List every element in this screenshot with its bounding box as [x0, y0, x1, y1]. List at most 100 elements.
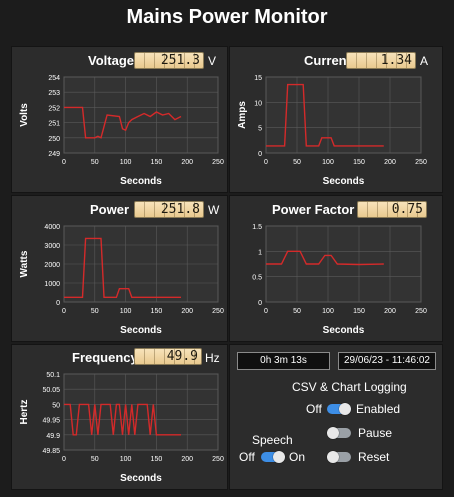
pause-toggle-knob [327, 427, 339, 439]
logging-title: CSV & Chart Logging [292, 380, 407, 394]
y-axis-label: Amps [237, 101, 248, 129]
voltage-panel: Voltage 251.3 V 249 250 251 252 253 254 0 50 100… [11, 46, 228, 193]
power-factor-panel: Power Factor 0.75 0 0.5 1 1.5 0 50 100 150 200 25… [229, 195, 443, 342]
y-tick-label: 50 [52, 402, 60, 409]
x-tick-label: 150 [151, 456, 163, 463]
current-title: Current [304, 53, 351, 68]
x-tick-label: 100 [322, 308, 334, 315]
x-tick-label: 50 [91, 159, 99, 166]
x-tick-label: 200 [384, 308, 396, 315]
frequency-panel: Frequency 49.9 Hz 49.85 49.9 49.95 50 50.05 5… [11, 344, 228, 490]
y-tick-label: 50.1 [46, 372, 60, 379]
y-tick-label: 15 [254, 75, 262, 82]
x-axis-label: Seconds [120, 176, 162, 187]
frequency-title: Frequency [72, 350, 138, 365]
logging-toggle-knob [339, 403, 351, 415]
speech-toggle[interactable] [261, 451, 285, 463]
y-axis-label: Volts [19, 103, 30, 127]
y-tick-label: 50.05 [42, 387, 60, 394]
x-axis-label: Seconds [323, 325, 365, 336]
pause-label: Pause [358, 426, 393, 440]
power-title: Power [90, 202, 130, 217]
x-tick-label: 200 [181, 456, 193, 463]
y-tick-label: 1.5 [252, 224, 262, 231]
x-tick-label: 250 [212, 456, 224, 463]
voltage-chart: 249 250 251 252 253 254 0 50 100 150 200 250 Seconds… [19, 75, 224, 187]
power-factor-chart: 0 0.5 1 1.5 0 50 100 150 200 250 Seconds [252, 224, 427, 336]
x-tick-label: 0 [62, 308, 66, 315]
pause-toggle[interactable] [327, 427, 351, 439]
plot-area [265, 76, 422, 154]
x-tick-label: 250 [212, 308, 224, 315]
x-tick-label: 50 [293, 159, 301, 166]
y-tick-label: 49.85 [42, 448, 60, 455]
power-factor-reading: 0.75 [357, 201, 427, 218]
y-tick-label: 1000 [44, 281, 60, 288]
series-line [266, 250, 384, 266]
x-tick-label: 200 [181, 308, 193, 315]
y-axis-label: Hertz [19, 399, 30, 424]
x-tick-label: 0 [264, 308, 268, 315]
x-tick-label: 100 [120, 159, 132, 166]
voltage-title: Voltage [88, 53, 134, 68]
voltage-reading: 251.3 [134, 52, 204, 69]
speech-title: Speech [252, 433, 293, 447]
frequency-chart: 49.85 49.9 49.95 50 50.05 50.1 0 50 100 150 200 250… [19, 372, 224, 484]
y-tick-label: 49.9 [46, 433, 60, 440]
reset-toggle[interactable] [327, 451, 351, 463]
status-panel: 0h 3m 13s 29/06/23 - 11:46:02 CSV & Char… [229, 344, 443, 490]
speech-off-label: Off [239, 450, 255, 464]
y-tick-label: 254 [48, 75, 60, 82]
x-axis-label: Seconds [120, 473, 162, 484]
x-tick-label: 200 [384, 159, 396, 166]
x-tick-label: 200 [181, 159, 193, 166]
reset-label: Reset [358, 450, 390, 464]
x-axis-label: Seconds [120, 325, 162, 336]
series-line [64, 237, 181, 299]
power-panel: Power 251.8 W 0 1000 2000 3000 4000 0 50 100 150… [11, 195, 228, 342]
x-tick-label: 100 [322, 159, 334, 166]
y-axis-label: Watts [19, 250, 30, 277]
series-line [266, 83, 384, 147]
reset-toggle-knob [327, 451, 339, 463]
y-tick-label: 250 [48, 136, 60, 143]
y-tick-label: 0.5 [252, 275, 262, 282]
x-tick-label: 250 [415, 159, 427, 166]
y-tick-label: 5 [258, 126, 262, 133]
speech-toggle-knob [273, 451, 285, 463]
frequency-reading: 49.9 [134, 348, 202, 365]
power-chart: 0 1000 2000 3000 4000 0 50 100 150 200 250 Seconds W… [19, 224, 224, 336]
logging-toggle[interactable] [327, 403, 351, 415]
power-reading: 251.8 [134, 201, 204, 218]
x-axis-label: Seconds [323, 176, 365, 187]
plot-area [63, 373, 219, 451]
series-line [64, 106, 182, 139]
voltage-unit: V [208, 54, 217, 68]
x-tick-label: 100 [120, 308, 132, 315]
series-line [64, 403, 181, 436]
current-unit: A [420, 54, 429, 68]
elapsed-time: 0h 3m 13s [237, 352, 330, 370]
date-time: 29/06/23 - 11:46:02 [338, 352, 436, 370]
y-tick-label: 1 [258, 249, 262, 256]
app-title: Mains Power Monitor [126, 6, 328, 28]
frequency-unit: Hz [205, 351, 220, 365]
logging-enabled-label: Enabled [356, 402, 401, 416]
x-tick-label: 0 [264, 159, 268, 166]
y-tick-label: 0 [258, 300, 262, 307]
x-tick-label: 50 [91, 308, 99, 315]
y-tick-label: 249 [48, 151, 60, 158]
x-tick-label: 0 [62, 456, 66, 463]
x-tick-label: 150 [353, 159, 365, 166]
x-tick-label: 100 [120, 456, 132, 463]
y-tick-label: 0 [258, 151, 262, 158]
logging-off-label: Off [306, 402, 322, 416]
x-tick-label: 250 [415, 308, 427, 315]
power-factor-title: Power Factor [272, 202, 355, 217]
y-tick-label: 10 [254, 100, 262, 107]
y-tick-label: 49.95 [42, 418, 60, 425]
y-tick-label: 253 [48, 90, 60, 97]
y-tick-label: 252 [48, 105, 60, 112]
x-tick-label: 250 [212, 159, 224, 166]
